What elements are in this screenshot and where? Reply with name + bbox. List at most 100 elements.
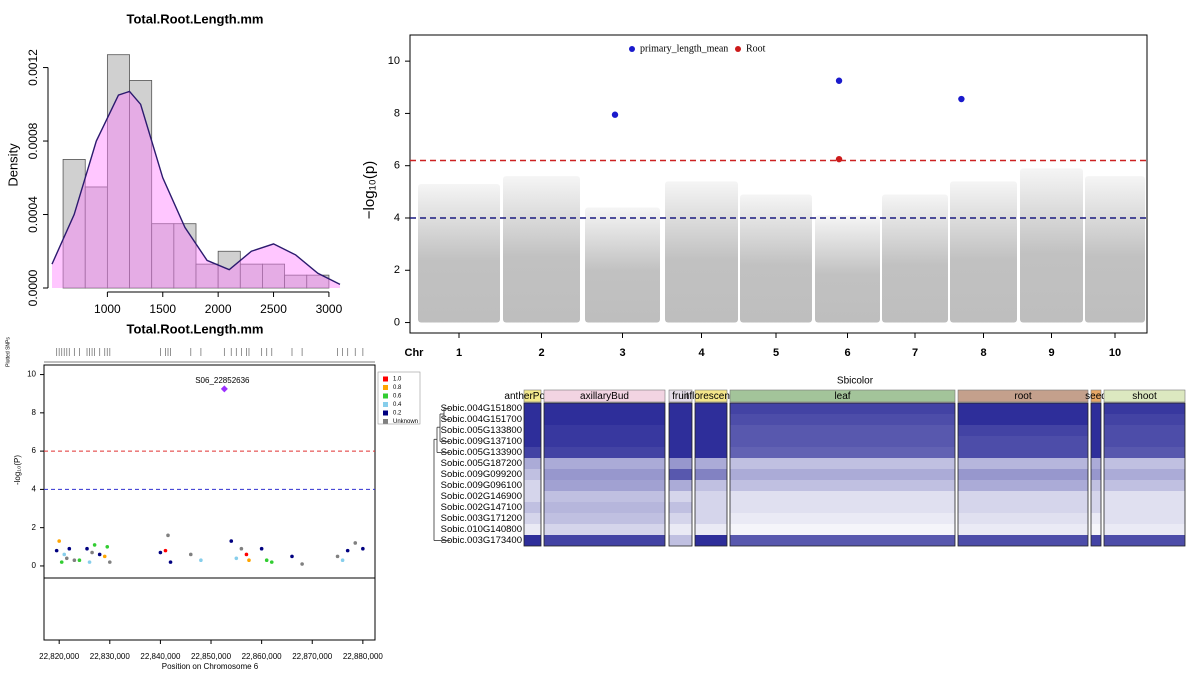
legend-swatch (383, 410, 388, 416)
x-tick-label: 5 (773, 347, 779, 359)
legend-label: primary_length_mean (640, 43, 728, 54)
heat-cell (669, 436, 692, 447)
heat-cell (958, 524, 1088, 535)
snp-point (72, 558, 77, 563)
group-header (694, 389, 728, 403)
x-tick-label: 6 (844, 347, 850, 359)
heat-cell (1104, 447, 1185, 458)
group-frame (668, 402, 693, 547)
heat-cell (695, 491, 727, 502)
snp-point (67, 546, 72, 551)
legend-label: Root (746, 43, 766, 54)
snp-point (958, 95, 965, 103)
heat-cell (544, 491, 665, 502)
snp-point (264, 558, 269, 563)
snp-point (361, 546, 365, 551)
x-tick-label: 1500 (149, 302, 176, 316)
snp-point (163, 548, 168, 553)
heat-cell (1104, 469, 1185, 480)
heat-cell (1104, 425, 1185, 436)
snp-point (269, 560, 274, 564)
legend-swatch (383, 385, 388, 390)
heat-cell (544, 513, 665, 524)
y-tick-label: 2 (32, 523, 37, 532)
legend-swatch (383, 393, 388, 399)
row-label: Sobic.004G151800 (441, 403, 522, 414)
legend-label: Unknown (393, 419, 418, 425)
y-tick-label: 2 (394, 264, 400, 276)
snp-point (199, 558, 203, 563)
x-tick-label: 4 (698, 347, 705, 359)
x-tick-label: 22,870,000 (292, 652, 333, 661)
y-tick-label: 0.0000 (26, 269, 40, 306)
x-tick-label: 8 (980, 347, 986, 359)
y-tick-label: 0.0008 (26, 122, 40, 159)
heat-cell (524, 425, 541, 436)
x-tick-label: 10 (1109, 347, 1121, 359)
row-label: Sobic.002G146900 (441, 491, 522, 502)
heat-cell (544, 425, 665, 436)
group-label: inflorescence (682, 391, 741, 402)
chart-title: Sbicolor (837, 376, 874, 387)
legend-label: 0.8 (393, 385, 402, 391)
heat-cell (695, 480, 727, 491)
snp-point (611, 111, 619, 118)
snp-point (59, 560, 64, 564)
y-tick-label: 4 (394, 212, 400, 224)
y-tick-label: 0 (394, 316, 400, 328)
gene-panel (43, 577, 376, 641)
x-tick-label: 2000 (205, 302, 232, 316)
heat-cell (958, 491, 1088, 502)
legend-label: 1.0 (393, 377, 402, 383)
y-axis-label: -log₁₀(P) (13, 455, 22, 485)
rug-label: Plotted SNPs (5, 337, 11, 367)
snp-point (244, 552, 249, 557)
heat-cell (730, 513, 955, 524)
snp-point (90, 550, 94, 555)
heat-cell (958, 458, 1088, 469)
heat-cell (1104, 414, 1185, 425)
heat-cell (524, 436, 541, 447)
y-axis-label: −log₁₀(p) (361, 161, 378, 219)
heat-cell (1091, 425, 1101, 436)
heat-cell (695, 414, 727, 425)
snp-point (340, 558, 345, 563)
x-tick-label: 22,820,000 (39, 652, 80, 661)
snp-point (239, 546, 244, 551)
group-label: fruit (672, 391, 689, 402)
heat-cell (1104, 535, 1185, 546)
row-label: Sobic.002G147100 (441, 502, 522, 513)
heat-cell (1104, 513, 1185, 524)
snp-point (85, 546, 89, 551)
bar (306, 274, 330, 289)
y-tick-label: 8 (32, 408, 37, 417)
heat-cell (544, 436, 665, 447)
snp-point (54, 548, 59, 553)
group-header (729, 389, 956, 403)
snp-point (166, 533, 170, 538)
snp-point (57, 539, 61, 543)
x-tick-label: 7 (912, 347, 918, 359)
heat-cell (958, 469, 1088, 480)
legend-marker (735, 46, 741, 52)
group-frame (957, 402, 1089, 547)
heat-cell (730, 480, 955, 491)
snp-point (259, 546, 264, 551)
heat-cell (669, 425, 692, 436)
heat-cell (730, 524, 955, 535)
heat-cell (1091, 436, 1101, 447)
y-tick-label: 0.0012 (26, 49, 40, 86)
x-tick-label: 3000 (316, 302, 343, 316)
snp-cloud (815, 215, 880, 323)
row-label: Sobic.005G133900 (441, 447, 522, 458)
group-frame (694, 402, 728, 547)
density-line (51, 90, 341, 285)
heat-cell (524, 414, 541, 425)
snp-cloud (418, 184, 500, 323)
heat-cell (544, 502, 665, 513)
heat-cell (544, 403, 665, 414)
snp-point (92, 543, 97, 547)
plot-frame (409, 34, 1148, 334)
heat-cell (695, 436, 727, 447)
